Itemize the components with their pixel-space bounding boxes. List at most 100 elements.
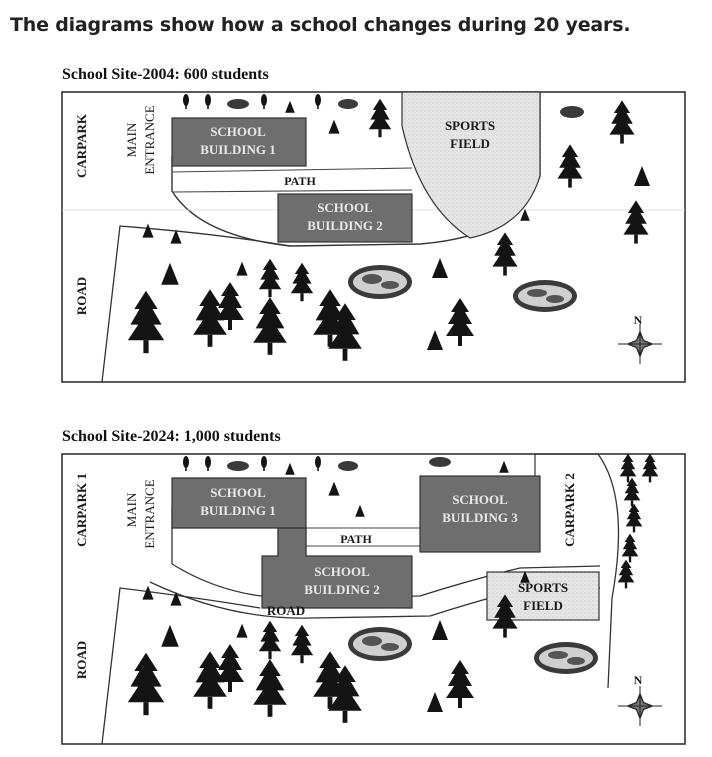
- tree-icon: [285, 100, 295, 113]
- label-road: ROAD: [74, 277, 89, 315]
- tree-icon: [634, 166, 650, 186]
- tree-icon: [285, 462, 295, 475]
- tree-icon: [142, 223, 154, 238]
- tree-icon: [193, 289, 227, 347]
- label-road-inner: ROAD: [267, 603, 305, 618]
- tree-icon: [315, 94, 321, 109]
- tree-icon: [290, 624, 314, 664]
- bush-icon: [513, 280, 577, 312]
- carpark-2-boundary: [535, 453, 620, 689]
- tree-icon: [621, 533, 639, 563]
- tree-group: [127, 94, 650, 361]
- bush-icon: [227, 99, 249, 109]
- label-school-1-line1: SCHOOL: [210, 485, 266, 500]
- page-heading: The diagrams show how a school changes d…: [10, 14, 631, 36]
- tree-icon: [127, 290, 165, 354]
- label-school-2-line2: BUILDING 2: [307, 218, 383, 233]
- tree-icon: [142, 585, 154, 600]
- label-sports-line2: FIELD: [523, 598, 563, 613]
- tree-icon: [492, 594, 518, 638]
- tree-icon: [520, 208, 530, 221]
- tree-icon: [427, 692, 443, 712]
- label-path: PATH: [340, 532, 372, 546]
- label-carpark: CARPARK: [74, 113, 89, 178]
- label-entrance: ENTRANCE: [142, 105, 157, 174]
- label-sports-line1: SPORTS: [518, 580, 568, 595]
- tree-icon: [193, 651, 227, 709]
- tree-icon: [619, 453, 637, 483]
- label-school-2-line1: SCHOOL: [314, 564, 370, 579]
- tree-icon: [520, 570, 530, 583]
- bush-icon: [560, 106, 584, 118]
- tree-icon: [315, 456, 321, 471]
- label-school-2-line2: BUILDING 2: [304, 582, 380, 597]
- tree-icon: [623, 200, 649, 244]
- tree-icon: [261, 456, 267, 471]
- tree-icon: [205, 456, 211, 471]
- map-2024: CARPARK 1 CARPARK 2 MAIN ENTRANCE ROAD R…: [0, 448, 712, 748]
- label-path: PATH: [284, 174, 316, 188]
- compass-icon: [618, 686, 662, 726]
- label-carpark-2: CARPARK 2: [562, 473, 577, 547]
- bush-icon: [429, 457, 451, 467]
- tree-icon: [623, 477, 641, 507]
- tree-icon: [609, 100, 635, 144]
- path-line-top: [171, 167, 413, 173]
- map-2004: CARPARK MAIN ENTRANCE ROAD SCHOOL BUILDI…: [0, 86, 712, 386]
- label-sports-line1: SPORTS: [445, 118, 495, 133]
- tree-icon: [557, 144, 583, 188]
- tree-icon: [170, 591, 182, 606]
- map-title-2024: School Site-2024: 1,000 students: [62, 428, 281, 445]
- tree-icon: [499, 460, 509, 473]
- school-building-3: [419, 475, 541, 553]
- label-main: MAIN: [124, 492, 139, 527]
- label-entrance: ENTRANCE: [142, 479, 157, 548]
- path-line-bottom: [171, 189, 413, 193]
- tree-icon: [328, 481, 340, 496]
- tree-icon: [216, 282, 244, 330]
- tree-icon: [492, 232, 518, 276]
- tree-icon: [290, 262, 314, 302]
- tree-icon: [625, 503, 643, 533]
- label-sports-line2: FIELD: [450, 136, 490, 151]
- school-building-2: [261, 527, 413, 609]
- tree-icon: [328, 303, 362, 361]
- label-road: ROAD: [74, 641, 89, 679]
- map-title-2004: School Site-2004: 600 students: [62, 66, 269, 83]
- tree-icon: [236, 623, 248, 638]
- bush-icon: [338, 99, 358, 109]
- tree-icon: [161, 262, 179, 285]
- school-building-2: [277, 193, 413, 243]
- tree-icon: [205, 94, 211, 109]
- tree-icon: [368, 98, 392, 138]
- tree-icon: [183, 456, 189, 471]
- label-school-1-line1: SCHOOL: [210, 124, 266, 139]
- label-north: N: [634, 313, 643, 327]
- tree-icon: [127, 652, 165, 716]
- tree-icon: [253, 659, 287, 717]
- bush-icon: [338, 461, 358, 471]
- sports-field: [401, 91, 541, 239]
- label-school-3-line2: BUILDING 3: [442, 510, 518, 525]
- bush-icon: [534, 642, 598, 674]
- label-north: N: [634, 673, 643, 687]
- label-main: MAIN: [124, 122, 139, 157]
- tree-icon: [170, 229, 182, 244]
- school-building-1: [171, 117, 307, 167]
- label-school-1-line2: BUILDING 1: [200, 142, 276, 157]
- tree-icon: [183, 94, 189, 109]
- tree-icon: [432, 620, 448, 640]
- tree-icon: [446, 660, 474, 708]
- tree-icon: [216, 644, 244, 692]
- tree-icon: [355, 504, 365, 517]
- bush-icon: [227, 461, 249, 471]
- tree-icon: [236, 261, 248, 276]
- road-edge: [101, 587, 261, 745]
- tree-icon: [427, 330, 443, 350]
- tree-icon: [446, 298, 474, 346]
- tree-icon: [253, 297, 287, 355]
- label-school-3-line1: SCHOOL: [452, 492, 508, 507]
- tree-icon: [641, 453, 659, 483]
- tree-icon: [258, 620, 282, 660]
- tree-icon: [328, 119, 340, 134]
